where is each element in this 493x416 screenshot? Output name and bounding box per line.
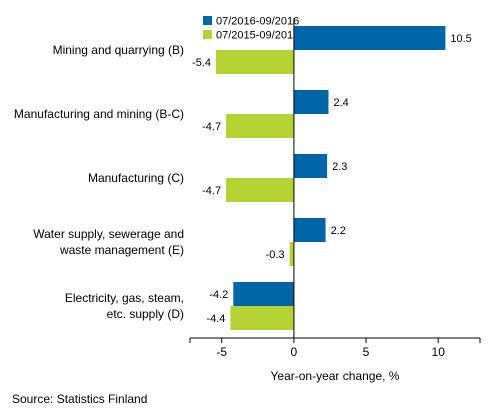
bar-value-label: -4.4	[206, 313, 225, 325]
bar-1-5	[233, 282, 294, 306]
x-axis-title: Year-on-year change, %	[271, 369, 400, 383]
legend-label-1: 07/2016-09/2016	[216, 16, 299, 28]
bar-value-label: -0.3	[266, 249, 285, 261]
bar-2-2	[226, 114, 294, 138]
category-label: Manufacturing (C)	[88, 171, 184, 185]
legend-label-2: 07/2015-09/2015	[216, 30, 299, 42]
bar-1-1	[293, 26, 446, 50]
bars	[216, 26, 446, 330]
category-label: etc. supply (D)	[107, 307, 184, 321]
bar-value-label: 2.3	[332, 161, 347, 173]
bar-2-1	[216, 50, 294, 74]
bar-value-label: -4.7	[202, 121, 221, 133]
bar-value-label: 2.2	[331, 225, 346, 237]
bar-2-4	[289, 242, 294, 266]
x-tick-label: 10	[432, 345, 446, 359]
bar-1-3	[293, 154, 328, 178]
bar-1-4	[293, 218, 326, 242]
legend-swatch-2	[203, 30, 212, 39]
x-tick-label: -5	[216, 345, 227, 359]
bar-2-3	[226, 178, 294, 202]
category-label: Electricity, gas, steam,	[65, 291, 184, 305]
category-label: Mining and quarrying (B)	[53, 43, 184, 57]
bar-value-label: 10.5	[450, 33, 471, 45]
bar-2-5	[230, 306, 294, 330]
legend: 07/2016-09/2016 07/2015-09/2015	[203, 16, 299, 42]
source-note: Source: Statistics Finland	[12, 392, 148, 406]
x-axis: -5 0 5 10 Year-on-year change, %	[189, 18, 481, 383]
bar-value-label: 2.4	[334, 97, 349, 109]
x-tick-label: 0	[291, 345, 298, 359]
legend-swatch-1	[203, 16, 212, 25]
bar-value-label: -4.7	[202, 185, 221, 197]
category-label: Water supply, sewerage and	[33, 227, 184, 241]
bar-1-2	[293, 90, 329, 114]
bar-value-label: -5.4	[192, 57, 211, 69]
x-tick-label: 5	[363, 345, 370, 359]
bar-value-labels: 10.5 -5.4 2.4 -4.7 2.3 -4.7 2.2 -0.3 -4.2 -4.4	[192, 33, 472, 325]
bar-value-label: -4.2	[209, 289, 228, 301]
category-label: waste management (E)	[59, 243, 184, 257]
category-labels: Mining and quarrying (B) Manufacturing an…	[14, 43, 184, 321]
category-label: Manufacturing and mining (B-C)	[14, 107, 184, 121]
